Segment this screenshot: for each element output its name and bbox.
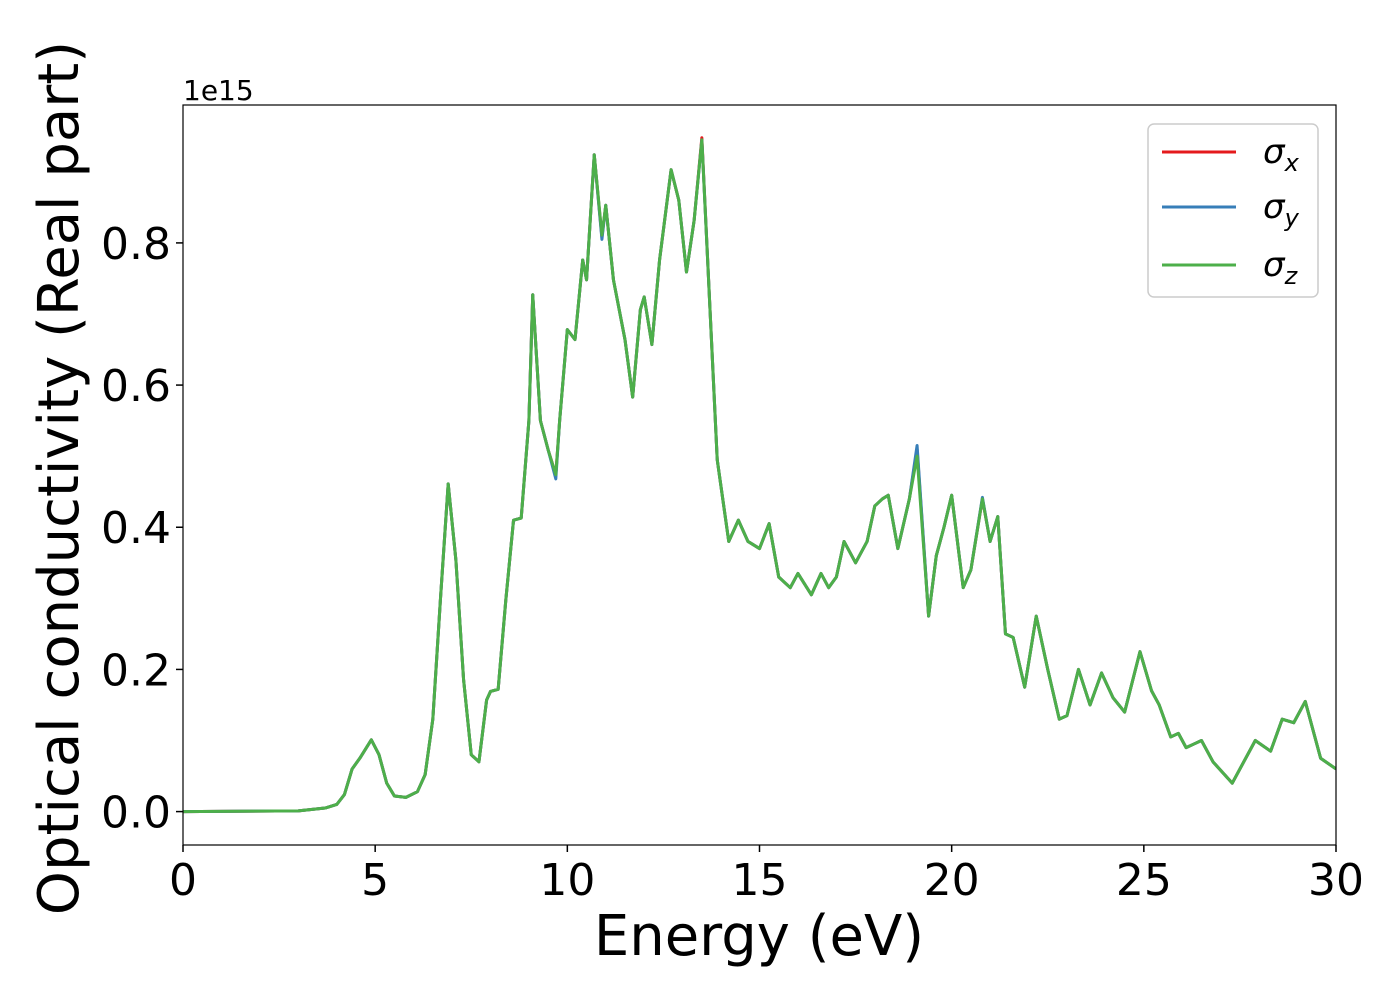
x-tick-label: 30 bbox=[1308, 855, 1364, 906]
x-tick-label: 0 bbox=[169, 855, 197, 906]
y-tick-label: 0.0 bbox=[101, 788, 171, 839]
legend-label: σy bbox=[1263, 187, 1300, 232]
x-tick-label: 15 bbox=[732, 855, 788, 906]
x-tick-label: 10 bbox=[539, 855, 595, 906]
y-tick-label: 0.2 bbox=[101, 645, 171, 696]
y-tick-label: 0.8 bbox=[101, 219, 171, 270]
y-offset-label: 1e15 bbox=[183, 74, 254, 107]
y-tick-label: 0.6 bbox=[101, 361, 171, 412]
y-tick-label: 0.4 bbox=[101, 503, 171, 554]
x-tick-label: 5 bbox=[361, 855, 389, 906]
x-tick-label: 25 bbox=[1116, 855, 1172, 906]
plot-frame bbox=[182, 104, 1337, 846]
y-axis-label: Optical conductivity (Real part) bbox=[27, 41, 92, 915]
series-line bbox=[183, 138, 1336, 814]
x-tick-label: 20 bbox=[924, 855, 980, 906]
legend-label: σx bbox=[1263, 132, 1300, 177]
x-axis-label: Energy (eV) bbox=[594, 904, 924, 969]
legend-label: σz bbox=[1263, 245, 1299, 290]
legend-box bbox=[1147, 123, 1319, 298]
